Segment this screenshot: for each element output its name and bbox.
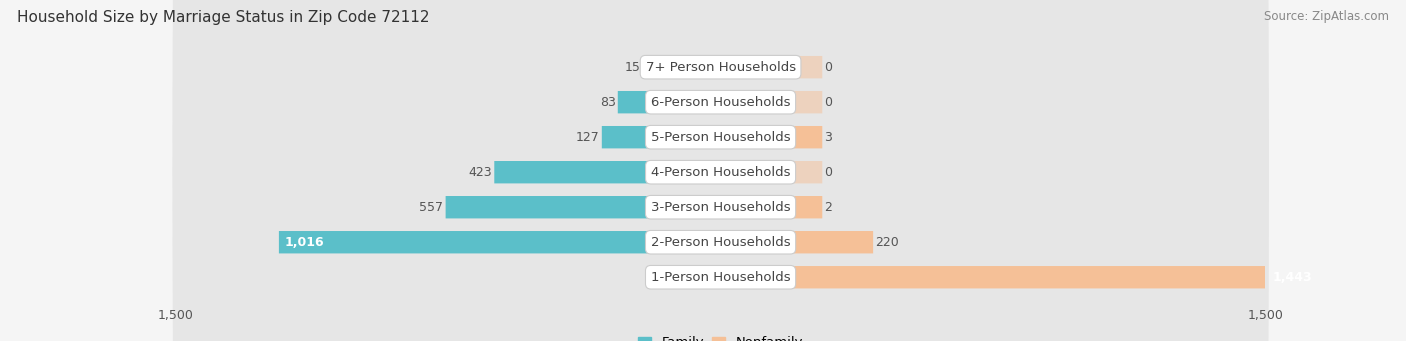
Legend: Family, Nonfamily: Family, Nonfamily: [633, 331, 808, 341]
Text: 3-Person Households: 3-Person Households: [651, 201, 790, 214]
Text: 15: 15: [624, 61, 640, 74]
FancyBboxPatch shape: [173, 0, 1268, 341]
Text: 0: 0: [824, 61, 832, 74]
FancyBboxPatch shape: [793, 91, 823, 114]
FancyBboxPatch shape: [173, 0, 1268, 341]
Text: 220: 220: [876, 236, 898, 249]
Text: 83: 83: [600, 96, 616, 109]
FancyBboxPatch shape: [602, 126, 648, 148]
FancyBboxPatch shape: [278, 231, 648, 253]
FancyBboxPatch shape: [617, 91, 648, 114]
Text: 2-Person Households: 2-Person Households: [651, 236, 790, 249]
Text: 557: 557: [419, 201, 443, 214]
FancyBboxPatch shape: [446, 196, 648, 219]
Text: Source: ZipAtlas.com: Source: ZipAtlas.com: [1264, 10, 1389, 23]
FancyBboxPatch shape: [793, 161, 823, 183]
Text: 6-Person Households: 6-Person Households: [651, 96, 790, 109]
FancyBboxPatch shape: [793, 266, 1317, 288]
Text: 0: 0: [824, 166, 832, 179]
FancyBboxPatch shape: [173, 0, 1268, 341]
FancyBboxPatch shape: [173, 0, 1268, 341]
Text: 3: 3: [824, 131, 832, 144]
Text: 127: 127: [576, 131, 599, 144]
Text: 7+ Person Households: 7+ Person Households: [645, 61, 796, 74]
Text: 1-Person Households: 1-Person Households: [651, 271, 790, 284]
Text: 0: 0: [824, 96, 832, 109]
FancyBboxPatch shape: [173, 0, 1268, 341]
Text: Household Size by Marriage Status in Zip Code 72112: Household Size by Marriage Status in Zip…: [17, 10, 429, 25]
Text: 4-Person Households: 4-Person Households: [651, 166, 790, 179]
FancyBboxPatch shape: [793, 56, 823, 78]
FancyBboxPatch shape: [793, 231, 873, 253]
FancyBboxPatch shape: [643, 56, 648, 78]
Text: 1,443: 1,443: [1272, 271, 1312, 284]
FancyBboxPatch shape: [793, 126, 823, 148]
Text: 2: 2: [824, 201, 832, 214]
Text: 5-Person Households: 5-Person Households: [651, 131, 790, 144]
FancyBboxPatch shape: [793, 196, 823, 219]
Text: 1,016: 1,016: [284, 236, 323, 249]
FancyBboxPatch shape: [173, 0, 1268, 341]
FancyBboxPatch shape: [495, 161, 648, 183]
Text: 423: 423: [468, 166, 492, 179]
FancyBboxPatch shape: [173, 0, 1268, 341]
